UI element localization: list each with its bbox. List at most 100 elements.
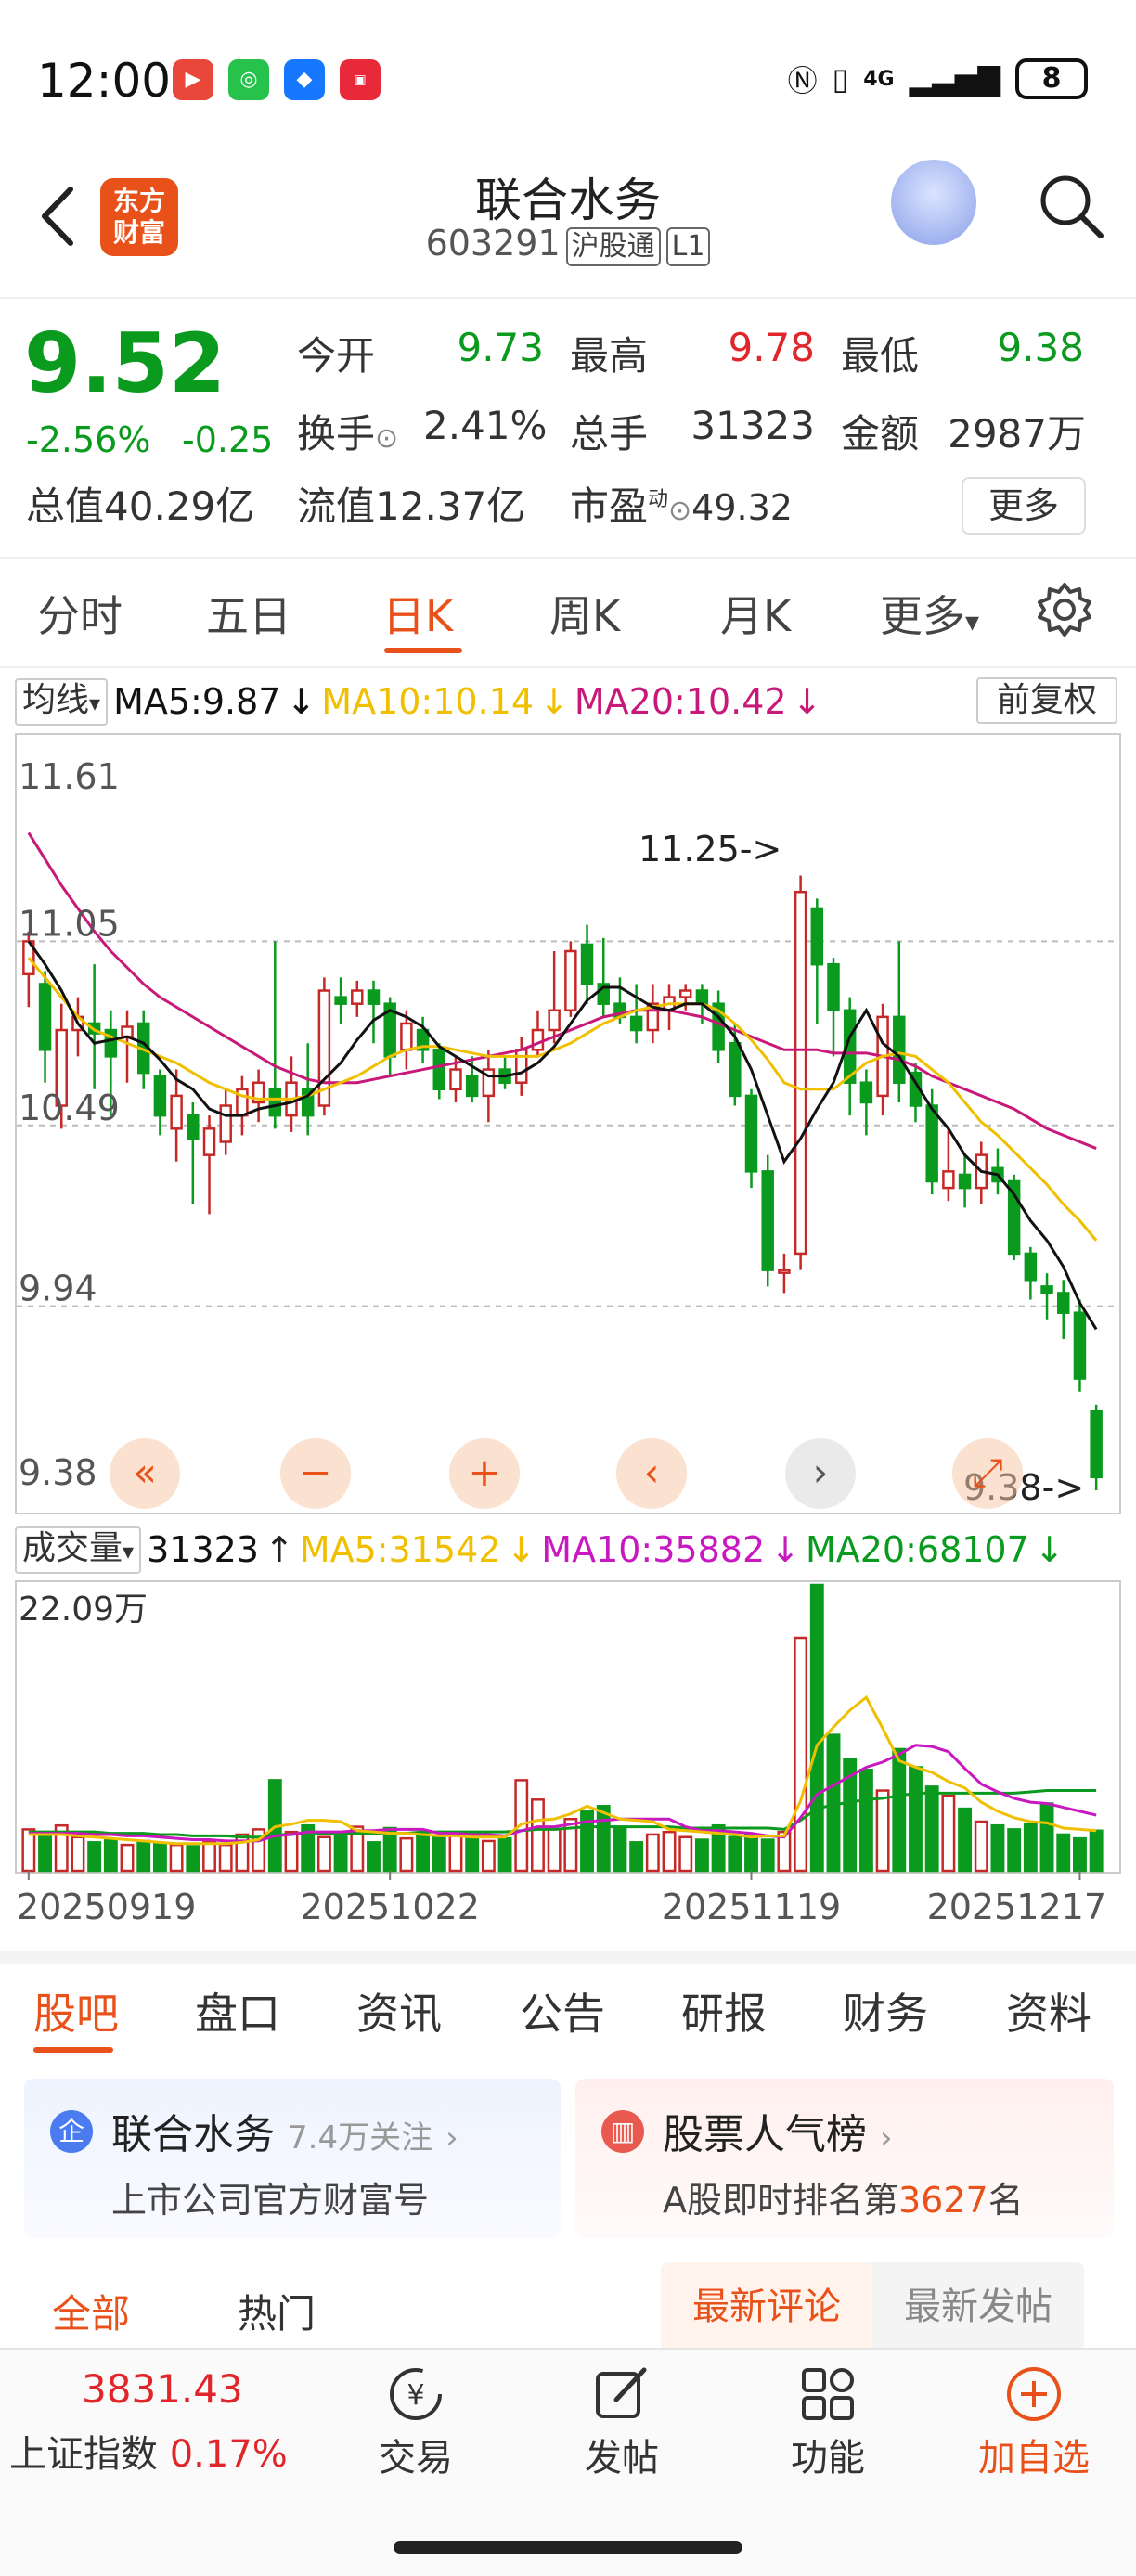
candle-body (629, 1015, 643, 1032)
date-label: 20251217 (927, 1887, 1106, 1927)
volume-bar (87, 1841, 102, 1873)
tabs-divider (0, 666, 1136, 668)
rank-title: 股票人气榜 (663, 2111, 867, 2158)
candle-body (925, 1104, 938, 1183)
vol-ma5-label: MA5:31542 (299, 1529, 501, 1570)
rank-prefix: A股即时排名第 (663, 2180, 898, 2221)
rank-number: 3627 (898, 2180, 988, 2221)
candle-body (252, 1081, 265, 1104)
follow-count: 7.4万关注 (288, 2119, 433, 2157)
status-icons: Ⓝ ▯ 4G ▂▃▅▇ 8 (788, 58, 1088, 100)
zoom-out-icon[interactable]: − (280, 1438, 351, 1509)
candle-body (794, 890, 807, 1256)
company-account-card[interactable]: 企 联合水务 7.4万关注 › 上市公司官方财富号 (24, 2079, 561, 2238)
candle-body (351, 989, 364, 1005)
tab-more-periods[interactable]: 更多▾ (880, 583, 979, 644)
candle-body (597, 983, 610, 1005)
back-icon[interactable] (35, 184, 82, 249)
volume-bar (531, 1798, 545, 1873)
tab-financials[interactable]: 财务 (843, 1989, 928, 2039)
price-tick-label: 11.05 (19, 903, 120, 944)
popularity-rank-card[interactable]: ▥ 股票人气榜 › A股即时排名第3627名 (575, 2079, 1114, 2238)
candle-body (400, 1022, 413, 1051)
candle-body (1040, 1285, 1053, 1294)
tab-forum[interactable]: 股吧 (33, 1989, 119, 2039)
gear-icon[interactable] (1036, 581, 1093, 638)
tab-daily-k[interactable]: 日K (382, 591, 454, 641)
tab-announcements[interactable]: 公告 (520, 1989, 605, 2039)
candle-body (202, 1127, 216, 1156)
price-tick-label: 9.38 (19, 1452, 97, 1493)
signal-icon: ▂▃▅▇ (909, 61, 1000, 97)
brand-logo[interactable]: 东方 财富 (100, 178, 178, 256)
pe-label: 市盈 (570, 483, 649, 529)
candle-body (22, 940, 35, 976)
candle-body (893, 1015, 906, 1084)
tab-profile[interactable]: 资料 (1006, 1989, 1091, 2039)
volume-chart[interactable]: 22.09万 20250919 20251022 20251119 20251217 (15, 1579, 1121, 1932)
candle-body (678, 989, 692, 998)
candle-body (301, 1088, 315, 1117)
market-cap: 总值40.29亿 (26, 475, 254, 532)
volume-bar (958, 1807, 973, 1873)
down-arrow-icon: ↓ (539, 681, 569, 722)
info-icon[interactable]: ⊙ (668, 495, 692, 527)
volume-bar (924, 1785, 939, 1873)
vibrate-icon: ▯ (832, 61, 849, 97)
signal-label: 4G (863, 67, 895, 91)
sort-latest-post[interactable]: 最新发帖 (904, 2286, 1052, 2328)
volume-bar (316, 1835, 331, 1873)
tab-five-day[interactable]: 五日 (206, 591, 291, 641)
index-name: 上证指数 (9, 2433, 158, 2476)
assistant-avatar[interactable] (891, 160, 976, 245)
filter-hot[interactable]: 热门 (238, 2291, 316, 2337)
expand-icon[interactable]: ⤢ (952, 1438, 1023, 1509)
nav-add-watchlist-label: 加自选 (978, 2437, 1090, 2479)
tab-research[interactable]: 研报 (681, 1989, 767, 2039)
indicator-selector[interactable]: 均线▾ (15, 677, 109, 726)
open-value: 9.73 (457, 325, 544, 370)
float-cap: 流值12.37亿 (297, 475, 525, 532)
price-adjust-button[interactable]: 前复权 (976, 677, 1117, 724)
tab-order-book[interactable]: 盘口 (195, 1989, 280, 2039)
ma5-line (27, 940, 1098, 1331)
volume-bar (333, 1830, 348, 1873)
index-value[interactable]: 3831.43 (82, 2366, 243, 2412)
index-ticker[interactable]: 上证指数 0.17% (9, 2424, 288, 2478)
volume-bar (399, 1836, 414, 1873)
tab-news[interactable]: 资讯 (356, 1989, 442, 2039)
tab-monthly-k[interactable]: 月K (720, 591, 792, 641)
more-quote-button[interactable]: 更多 (962, 477, 1086, 535)
zoom-in-icon[interactable]: + (449, 1438, 520, 1509)
volume-bar (71, 1835, 85, 1873)
ma20-label: MA20:10.42 (574, 681, 787, 722)
pan-right-icon[interactable]: › (785, 1438, 856, 1509)
filter-all[interactable]: 全部 (52, 2291, 131, 2337)
volume-bar (284, 1830, 299, 1873)
nav-add-watchlist[interactable]: 加自选 (969, 2364, 1099, 2481)
pan-fast-left-icon[interactable]: « (110, 1438, 180, 1509)
stock-code: 603291 (425, 223, 561, 264)
brand-line1: 东方 (112, 186, 165, 216)
volume-indicator-selector[interactable]: 成交量▾ (15, 1526, 142, 1574)
volume-bar (218, 1843, 233, 1873)
nav-post[interactable]: 发帖 (557, 2364, 687, 2481)
candle-body (646, 1002, 660, 1032)
down-arrow-icon: ↓ (792, 681, 822, 722)
candle-body (761, 1170, 774, 1271)
volume-bar (1089, 1829, 1104, 1873)
pan-left-icon[interactable]: ‹ (616, 1438, 687, 1509)
tab-intraday[interactable]: 分时 (37, 591, 123, 641)
search-icon[interactable] (1036, 171, 1106, 241)
last-price: 9.52 (24, 316, 226, 411)
nav-trade[interactable]: ¥ 交易 (351, 2364, 481, 2481)
vol-ma20-label: MA20:68107 (805, 1529, 1029, 1570)
battery-icon: 8 (1015, 58, 1088, 99)
tab-weekly-k[interactable]: 周K (549, 591, 621, 641)
candle-body (827, 962, 840, 1012)
sort-latest-comment[interactable]: 最新评论 (661, 2262, 872, 2351)
info-icon[interactable]: ⊙ (375, 422, 399, 455)
max-price-note: 11.25-> (639, 829, 781, 869)
nav-functions[interactable]: 功能 (763, 2364, 893, 2481)
